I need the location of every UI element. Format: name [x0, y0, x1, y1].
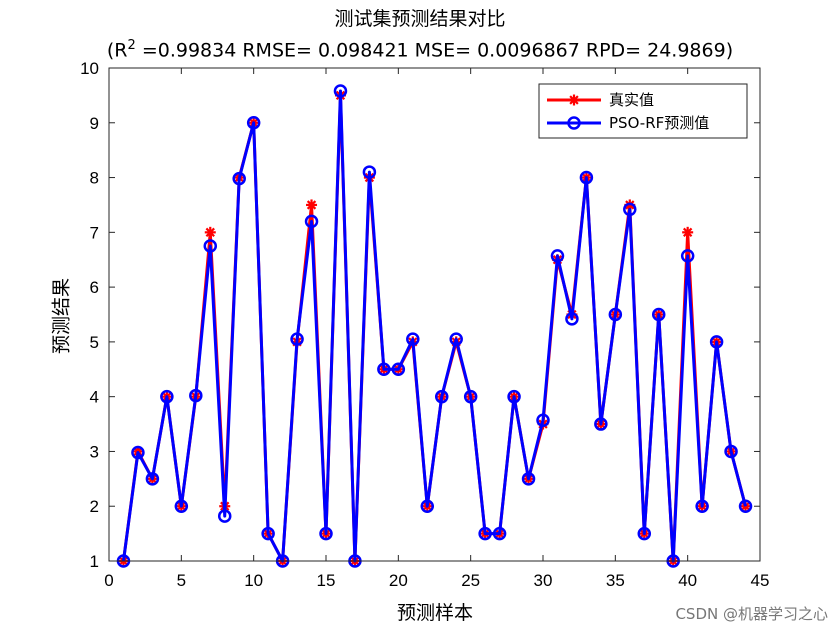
- pred-point: [377, 362, 391, 377]
- x-tick-label: 45: [751, 571, 770, 590]
- pred-point: [449, 332, 463, 346]
- x-tick-label: 15: [317, 571, 336, 590]
- y-tick-label: 9: [90, 114, 99, 133]
- pred-point: [391, 362, 406, 377]
- pred-point: [724, 444, 738, 459]
- y-tick-label: 5: [90, 333, 99, 352]
- pred-point: [738, 499, 753, 513]
- subtitle-open: (R: [106, 39, 128, 62]
- x-tick-label: 0: [104, 571, 113, 590]
- y-tick-label: 10: [80, 59, 99, 78]
- pred-point: [319, 526, 333, 541]
- y-tick-label: 7: [90, 223, 99, 242]
- pred-point: [478, 526, 492, 541]
- pred-point: [608, 307, 623, 322]
- pred-point: [333, 84, 348, 98]
- legend-marker-circle-icon: [567, 116, 581, 130]
- subtitle-superscript: 2: [127, 38, 136, 53]
- y-tick-label: 2: [90, 497, 99, 516]
- x-axis-ticks: 0 5 10 15 20 25 30 35 40 45: [104, 68, 769, 590]
- pred-point: [203, 239, 218, 253]
- y-tick-label: 6: [90, 278, 99, 297]
- series-layer: [116, 84, 753, 568]
- y-tick-label: 3: [90, 442, 99, 461]
- pred-point: [304, 214, 319, 229]
- pred-point: [174, 499, 189, 513]
- pred-point: [550, 249, 565, 263]
- y-axis-ticks: 1 2 3 4 5 6 7 8 9 10: [80, 59, 760, 571]
- true-point: [306, 199, 318, 211]
- legend-entry-true: 真实值: [547, 91, 654, 109]
- pred-point: [507, 389, 521, 404]
- pred-point: [217, 509, 232, 523]
- y-axis-label: 预测结果: [50, 277, 73, 355]
- pred-point: [565, 312, 579, 326]
- chart-title: 测试集预测结果对比: [334, 8, 506, 30]
- pred-point: [579, 170, 594, 185]
- legend: 真实值 PSO-RF预测值: [538, 83, 748, 139]
- true-point: [682, 226, 694, 238]
- pred-point: [160, 389, 174, 404]
- pred-point: [362, 165, 377, 179]
- pred-point: [145, 472, 160, 486]
- pred-point: [709, 335, 724, 349]
- legend-asterisk: [568, 94, 580, 106]
- x-tick-label: 25: [461, 571, 480, 590]
- pred-point: [594, 417, 608, 431]
- pred-point: [651, 307, 666, 322]
- pred-point: [623, 202, 637, 217]
- pred-point: [521, 472, 536, 486]
- legend-entry-pred: PSO-RF预测值: [547, 114, 709, 132]
- series-pred: [116, 84, 753, 568]
- chart-subtitle: (R2 =0.99834 RMSE= 0.098421 MSE= 0.00968…: [0, 38, 840, 61]
- plot-area: [109, 68, 760, 561]
- legend-label-pred: PSO-RF预测值: [609, 114, 709, 132]
- pred-point: [680, 249, 695, 263]
- y-tick-label: 1: [90, 552, 99, 571]
- x-tick-label: 20: [389, 571, 408, 590]
- legend-label-true: 真实值: [609, 91, 654, 109]
- pred-point: [406, 332, 420, 346]
- legend-marker-asterisk-icon: [568, 94, 580, 106]
- series-pred-line: [121, 89, 747, 563]
- y-tick-label: 8: [90, 169, 99, 188]
- x-tick-label: 30: [534, 571, 553, 590]
- pred-point: [131, 445, 145, 460]
- pred-point: [246, 116, 261, 130]
- y-tick-label: 4: [90, 388, 99, 407]
- pred-point: [434, 389, 449, 404]
- plot-border: [108, 67, 761, 562]
- pred-point: [492, 526, 507, 541]
- x-tick-label: 40: [678, 571, 697, 590]
- subtitle-metrics: =0.99834 RMSE= 0.098421 MSE= 0.0096867 R…: [135, 39, 734, 62]
- true-point: [204, 226, 216, 238]
- pred-point: [232, 171, 246, 186]
- pred-point: [536, 413, 550, 427]
- x-axis-label: 预测样本: [396, 602, 473, 624]
- x-tick-label: 35: [606, 571, 625, 590]
- pred-point: [261, 526, 275, 541]
- pred-point: [637, 526, 652, 541]
- x-tick-label: 10: [244, 571, 263, 590]
- pred-point: [290, 332, 304, 346]
- pred-point: [189, 388, 203, 403]
- pred-point: [695, 499, 709, 513]
- watermark: CSDN @机器学习之心: [675, 605, 828, 623]
- pred-point: [463, 389, 478, 404]
- pred-point: [420, 499, 435, 513]
- x-tick-label: 5: [177, 571, 186, 590]
